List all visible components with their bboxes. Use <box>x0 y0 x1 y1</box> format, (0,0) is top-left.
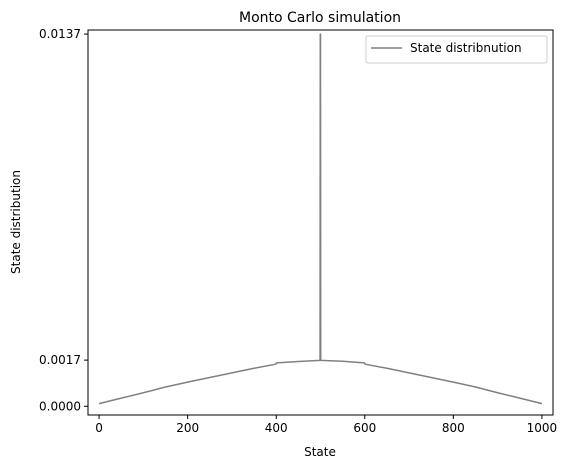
x-tick-label: 400 <box>265 421 288 435</box>
y-axis-ticks: 0.0000 0.0017 0.0137 <box>39 27 88 413</box>
x-tick-label: 1000 <box>527 421 558 435</box>
chart-title: Monto Carlo simulation <box>239 10 401 26</box>
x-tick-label: 600 <box>353 421 376 435</box>
y-tick-label: 0.0137 <box>39 27 81 41</box>
plot-area <box>87 29 554 416</box>
x-tick-label: 800 <box>442 421 465 435</box>
x-tick-label: 0 <box>95 421 103 435</box>
y-tick-label: 0.0000 <box>39 399 81 413</box>
y-tick-label: 0.0017 <box>39 353 81 367</box>
series-line-0 <box>98 33 543 405</box>
legend-label: State distribnution <box>410 41 522 55</box>
series-layer <box>98 33 543 405</box>
legend: State distribnution <box>365 35 548 64</box>
x-tick-label: 200 <box>176 421 199 435</box>
x-axis-label: State <box>304 445 336 459</box>
y-axis-label: State distribution <box>9 170 23 274</box>
plot-frame <box>87 29 554 416</box>
legend-box <box>365 35 548 64</box>
x-axis-ticks: 0 200 400 600 800 1000 <box>95 415 557 435</box>
